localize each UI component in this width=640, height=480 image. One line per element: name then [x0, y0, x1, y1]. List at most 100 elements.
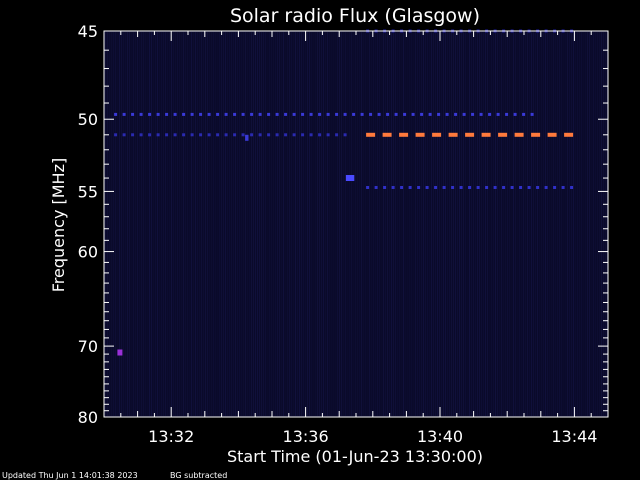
- background-streak: [213, 32, 214, 416]
- band-49.7-dash: [156, 112, 160, 116]
- background-streak: [355, 32, 356, 416]
- background-streak: [547, 32, 548, 416]
- background-streak: [541, 32, 542, 416]
- background-streak: [117, 32, 118, 416]
- band-54.7-dash: [366, 186, 370, 189]
- background-streak: [325, 32, 326, 416]
- band-54.7-dash: [434, 186, 438, 189]
- background-streak: [245, 32, 246, 416]
- background-streak: [417, 32, 418, 416]
- band-49.7-dash: [471, 112, 475, 116]
- background-streak: [451, 32, 452, 416]
- band-51.0-early-dash: [139, 133, 143, 137]
- y-axis-label: Frequency [MHz]: [49, 158, 68, 292]
- band-49.7-dash: [428, 112, 432, 116]
- background-streak: [603, 32, 604, 416]
- x-tick-label: 13:44: [551, 427, 597, 446]
- background-streak: [121, 32, 122, 416]
- background-streak: [543, 32, 544, 416]
- background-streak: [579, 32, 580, 416]
- background-streak: [315, 32, 316, 416]
- band-49.7-dash: [462, 112, 466, 116]
- background-streak: [259, 32, 260, 416]
- background-streak: [463, 32, 464, 416]
- background-streak: [139, 32, 140, 416]
- background-streak: [257, 32, 258, 416]
- background-streak: [361, 32, 362, 416]
- background-streak: [297, 32, 298, 416]
- background-streak: [159, 32, 160, 416]
- band-54.7-dash: [451, 186, 455, 189]
- background-streak: [309, 32, 310, 416]
- background-streak: [473, 32, 474, 416]
- background-streak: [203, 32, 204, 416]
- background-streak: [169, 32, 170, 416]
- background-streak: [357, 32, 358, 416]
- band-54.7-dash: [400, 186, 404, 189]
- background-streak: [407, 32, 408, 416]
- background-streak: [479, 32, 480, 416]
- band-49.7-dash: [284, 112, 288, 116]
- band-49.7-dash: [148, 112, 152, 116]
- background-streak: [241, 32, 242, 416]
- background-streak: [545, 32, 546, 416]
- background-streak: [261, 32, 262, 416]
- background-streak: [561, 32, 562, 416]
- background-streak: [567, 32, 568, 416]
- background-streak: [395, 32, 396, 416]
- background-streak: [571, 32, 572, 416]
- band-51.0-early-dash: [114, 133, 118, 137]
- band-51.0-hot-dash: [448, 132, 458, 137]
- background-streak: [233, 32, 234, 416]
- spectrogram-plot-area: [103, 29, 609, 418]
- background-streak: [155, 32, 156, 416]
- background-streak: [143, 32, 144, 416]
- band-51.0-early-dash: [173, 133, 177, 137]
- background-streak: [179, 32, 180, 416]
- background-streak: [447, 32, 448, 416]
- background-streak: [331, 32, 332, 416]
- background-streak: [137, 32, 138, 416]
- band-51.0-early-dash: [165, 133, 169, 137]
- background-streak: [377, 32, 378, 416]
- band-49.7-dash: [241, 112, 245, 116]
- background-streak: [231, 32, 232, 416]
- background-streak: [337, 32, 338, 416]
- band-49.7-dash: [513, 112, 517, 116]
- background-streak: [467, 32, 468, 416]
- background-streak: [237, 32, 238, 416]
- background-streak: [419, 32, 420, 416]
- background-streak: [503, 32, 504, 416]
- background-streak: [295, 32, 296, 416]
- background-streak: [201, 32, 202, 416]
- background-streak: [211, 32, 212, 416]
- band-51.0-early-dash: [275, 133, 279, 137]
- band-51.0-hot-dash: [547, 132, 557, 137]
- band-51.0-hot-dash: [415, 132, 425, 137]
- x-tick-label: 13:32: [148, 427, 194, 446]
- band-51.0-early-dash: [343, 133, 347, 137]
- background-streak: [191, 32, 192, 416]
- background-streak: [107, 32, 108, 416]
- background-streak: [553, 32, 554, 416]
- background-streak: [403, 32, 404, 416]
- band-54.7-dash: [468, 186, 472, 189]
- background-streak: [387, 32, 388, 416]
- band-51.0-early-dash: [224, 133, 228, 137]
- background-streak: [359, 32, 360, 416]
- background-streak: [287, 32, 288, 416]
- background-streak: [565, 32, 566, 416]
- background-streak: [161, 32, 162, 416]
- background-streak: [425, 32, 426, 416]
- band-51.0-early-dash: [216, 133, 220, 137]
- band-54.7-dash: [519, 186, 523, 189]
- background-streak: [517, 32, 518, 416]
- footer-bg-note: BG subtracted: [170, 471, 227, 480]
- background-streak: [329, 32, 330, 416]
- background-streak: [345, 32, 346, 416]
- band-54.7-dash: [459, 186, 463, 189]
- background-streak: [365, 32, 366, 416]
- band-54.7-dash: [383, 186, 387, 189]
- background-streak: [369, 32, 370, 416]
- band-49.7-dash: [207, 112, 211, 116]
